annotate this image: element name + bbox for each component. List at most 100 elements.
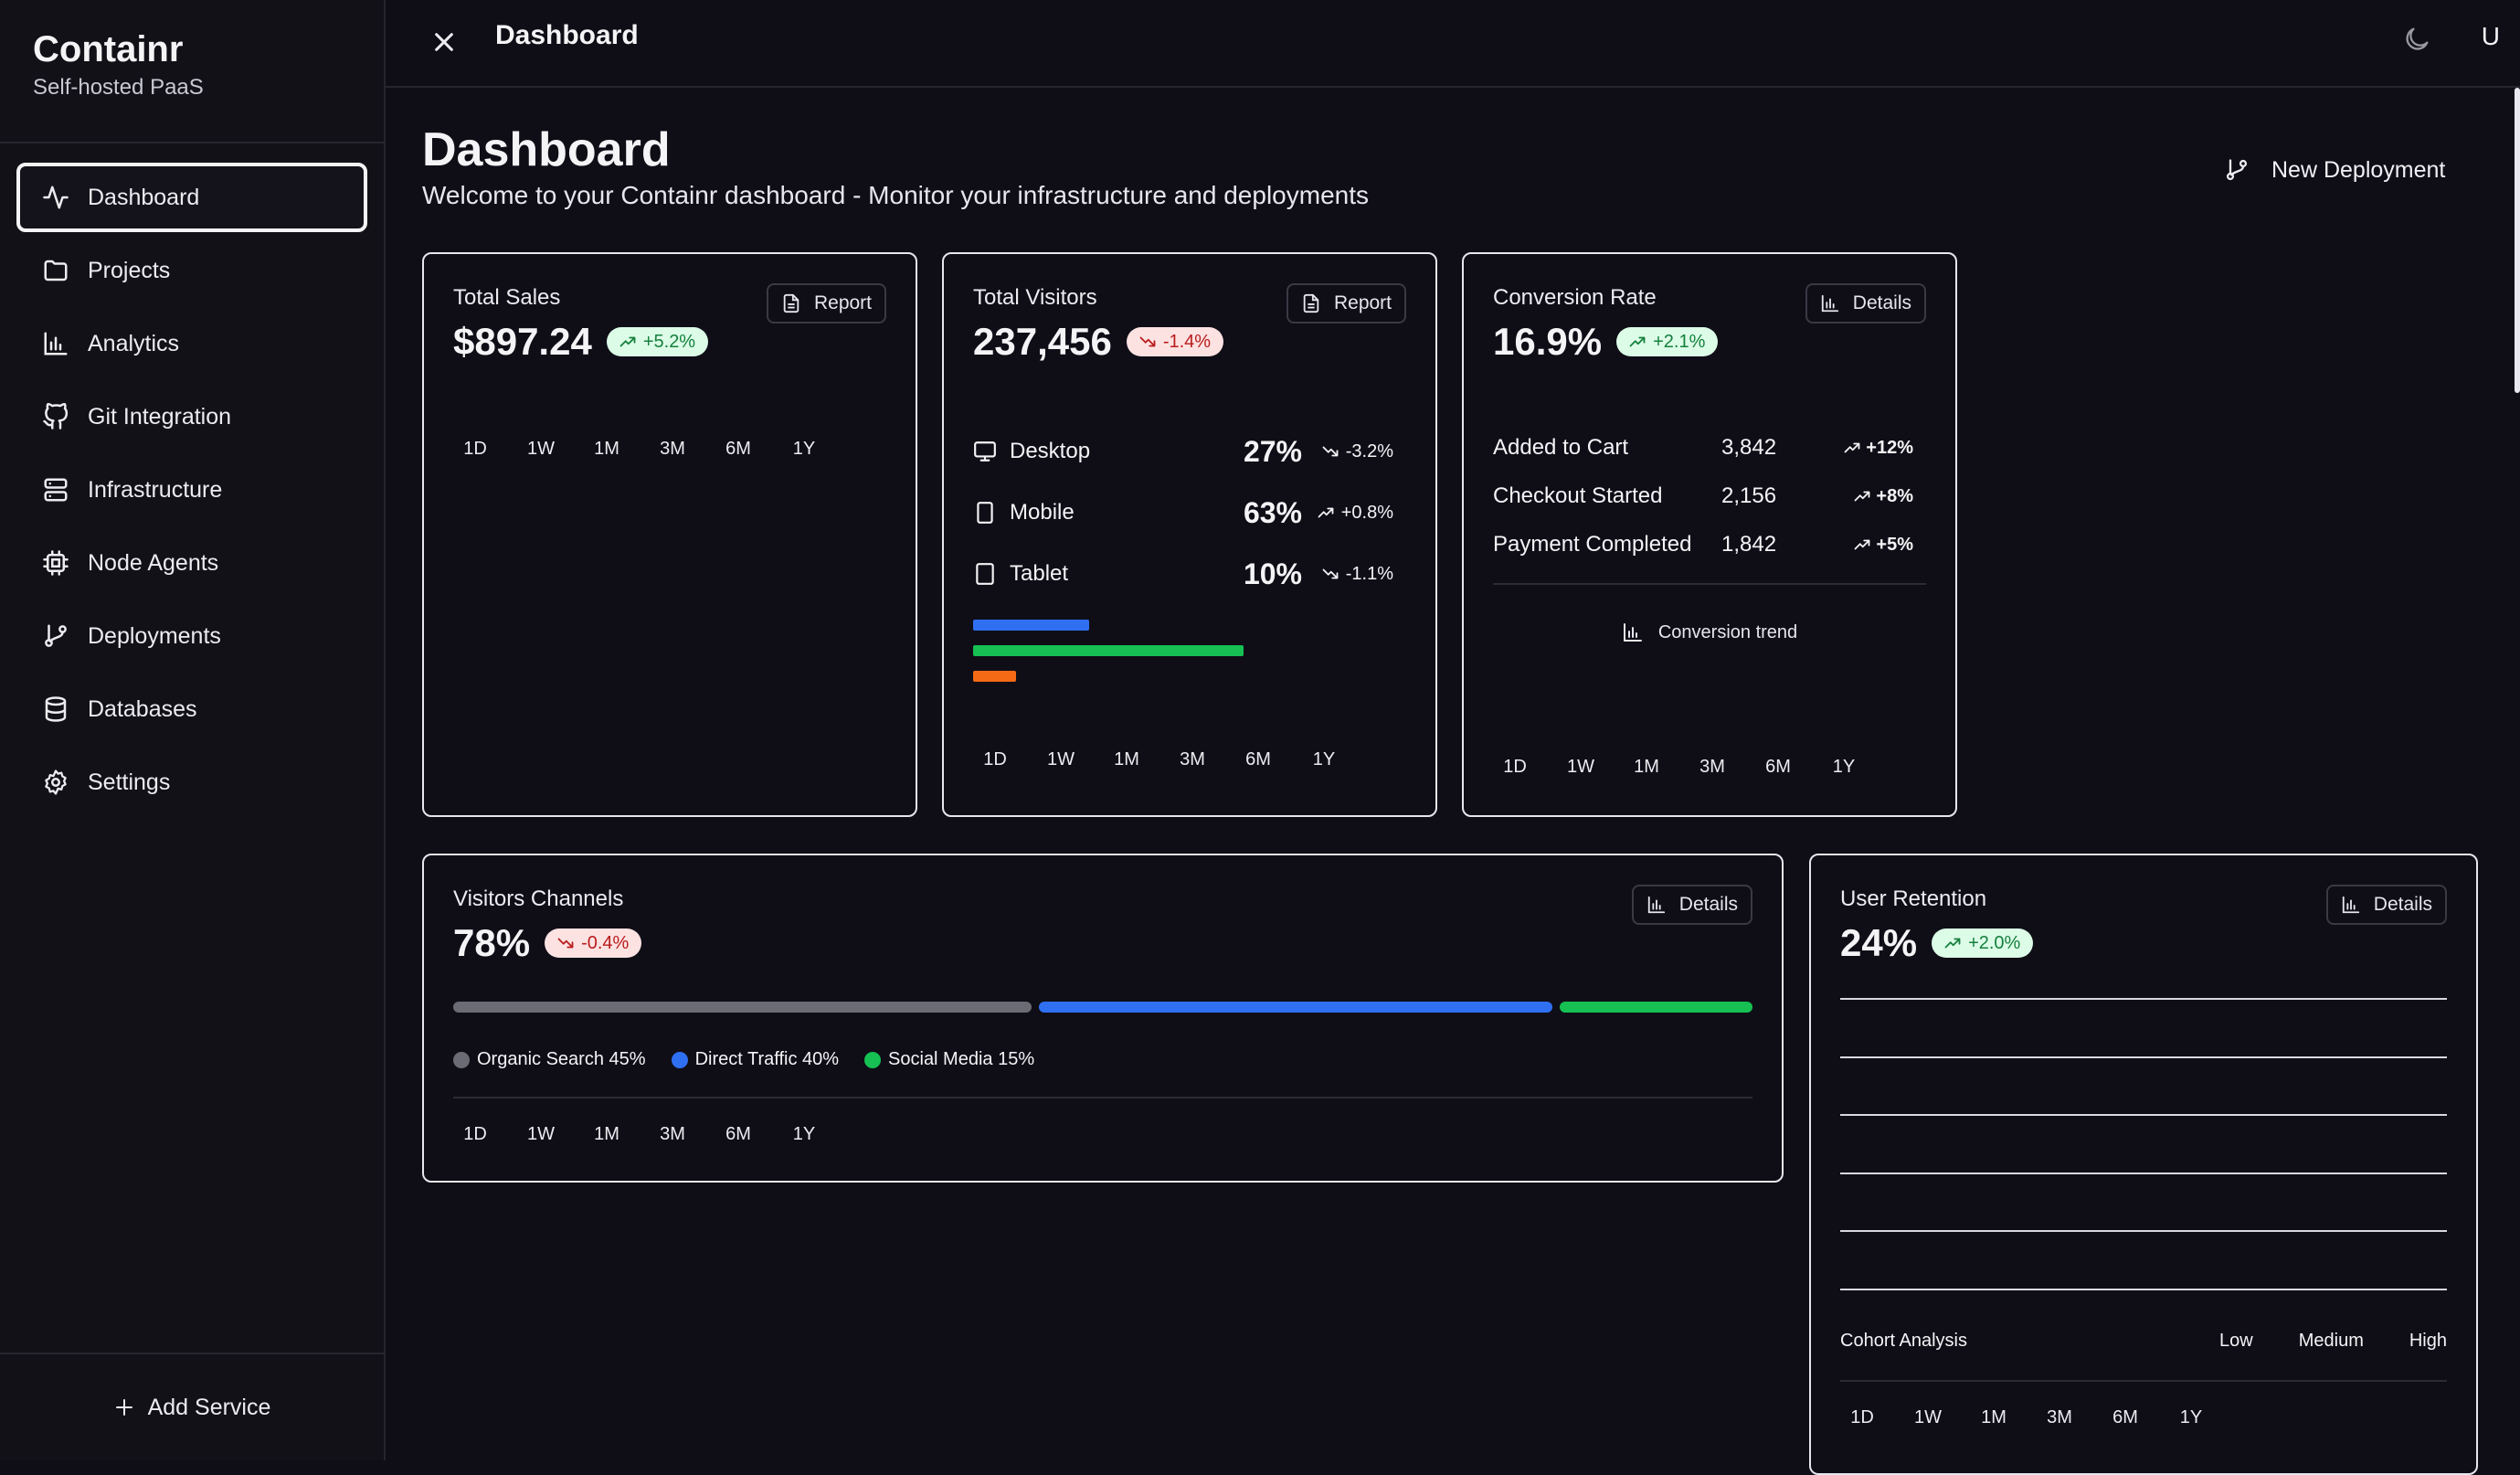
funnel-step-name: Added to Cart — [1493, 435, 1629, 460]
period-1w[interactable]: 1W — [527, 1124, 555, 1144]
legend-name: Direct Traffic — [694, 1049, 798, 1069]
sidebar-item-analytics[interactable]: Analytics — [16, 309, 367, 378]
add-service-label: Add Service — [147, 1394, 271, 1420]
trend-up-icon — [1854, 536, 1870, 553]
funnel-step-trend-value: +8% — [1876, 485, 1913, 506]
divider — [1840, 1380, 2447, 1382]
folder-icon — [42, 257, 69, 284]
card-value: 237,456 -1.4% — [973, 320, 1224, 364]
period-1m[interactable]: 1M — [594, 1124, 619, 1144]
change-value: -1.4% — [1162, 331, 1212, 352]
page-subtitle: Welcome to your Containr dashboard - Mon… — [422, 181, 1369, 209]
details-button[interactable]: Details — [1631, 885, 1752, 925]
period-1m[interactable]: 1M — [1114, 749, 1139, 769]
device-trend-value: -1.1% — [1345, 563, 1393, 584]
document-icon — [1301, 293, 1321, 313]
period-1y[interactable]: 1Y — [2179, 1407, 2203, 1427]
period-1d[interactable]: 1D — [1503, 757, 1527, 777]
sidebar-item-databases[interactable]: Databases — [16, 674, 367, 744]
close-icon[interactable] — [426, 24, 462, 60]
sidebar-item-node-agents[interactable]: Node Agents — [16, 528, 367, 598]
retention-grid-line — [1840, 998, 2447, 1000]
retention-grid-line — [1840, 1289, 2447, 1290]
period-1w[interactable]: 1W — [1047, 749, 1075, 769]
device-share-bar-tablet — [973, 671, 1016, 682]
cohort-level-low: Low — [2219, 1331, 2253, 1351]
document-icon — [781, 293, 801, 313]
details-button[interactable]: Details — [1805, 283, 1926, 324]
trend-up-icon — [1854, 488, 1870, 504]
period-1w[interactable]: 1W — [527, 439, 555, 459]
user-avatar[interactable]: U — [2481, 22, 2500, 50]
moon-icon[interactable] — [2401, 24, 2432, 55]
cohort-legend: Low Medium High — [2174, 1331, 2447, 1352]
conversion-trend-text: Conversion trend — [1657, 621, 1798, 642]
period-selector: 1D 1W 1M 3M 6M 1Y — [1482, 757, 1877, 778]
sidebar-item-deployments[interactable]: Deployments — [16, 601, 367, 671]
period-1y[interactable]: 1Y — [792, 439, 816, 459]
sidebar-item-dashboard[interactable]: Dashboard — [16, 163, 367, 232]
sidebar-nav: Dashboard Projects Analytics Git Integra… — [16, 163, 367, 821]
period-6m[interactable]: 6M — [2112, 1407, 2138, 1427]
change-badge: +5.2% — [606, 327, 709, 356]
period-1w[interactable]: 1W — [1567, 757, 1594, 777]
sidebar-item-projects[interactable]: Projects — [16, 236, 367, 305]
bar-chart-icon — [2341, 895, 2361, 915]
change-value: +2.0% — [1968, 932, 2021, 953]
period-1d[interactable]: 1D — [463, 1124, 487, 1144]
funnel-step-name: Payment Completed — [1493, 532, 1692, 557]
period-3m[interactable]: 3M — [2047, 1407, 2072, 1427]
channel-legend: Organic Search 45% Direct Traffic 40% So… — [453, 1049, 1060, 1070]
period-3m[interactable]: 3M — [1180, 749, 1205, 769]
conversion-trend-label: Conversion trend — [1464, 621, 1955, 643]
sidebar-item-git-integration[interactable]: Git Integration — [16, 382, 367, 451]
device-trend-value: -3.2% — [1345, 440, 1393, 462]
brand: Containr Self-hosted PaaS — [33, 27, 204, 101]
details-button[interactable]: Details — [2325, 885, 2447, 925]
scrollbar-thumb[interactable] — [2515, 88, 2520, 393]
details-button-label: Details — [1852, 292, 1911, 313]
sidebar-item-label: Infrastructure — [88, 476, 223, 503]
sidebar-item-settings[interactable]: Settings — [16, 748, 367, 817]
period-1y[interactable]: 1Y — [1312, 749, 1336, 769]
sidebar-divider — [0, 142, 384, 143]
period-6m[interactable]: 6M — [725, 439, 751, 459]
report-button[interactable]: Report — [766, 283, 886, 324]
total-sales-card: Total Sales $897.24 +5.2% Report 1D 1W 1… — [422, 252, 917, 817]
period-1d[interactable]: 1D — [983, 749, 1007, 769]
period-3m[interactable]: 3M — [1699, 757, 1725, 777]
period-1m[interactable]: 1M — [1634, 757, 1659, 777]
trend-up-icon — [1944, 935, 1961, 951]
period-6m[interactable]: 6M — [1245, 749, 1271, 769]
period-6m[interactable]: 6M — [1765, 757, 1791, 777]
device-share-bar-desktop — [973, 620, 1089, 631]
period-selector: 1D 1W 1M 3M 6M 1Y — [442, 439, 837, 460]
sidebar: Containr Self-hosted PaaS Dashboard Proj… — [0, 0, 386, 1460]
period-3m[interactable]: 3M — [660, 1124, 685, 1144]
period-1d[interactable]: 1D — [1850, 1407, 1874, 1427]
page-title: Dashboard — [422, 123, 671, 176]
period-6m[interactable]: 6M — [725, 1124, 751, 1144]
sidebar-item-infrastructure[interactable]: Infrastructure — [16, 455, 367, 525]
period-1m[interactable]: 1M — [1981, 1407, 2006, 1427]
monitor-icon — [973, 440, 997, 463]
period-1w[interactable]: 1W — [1914, 1407, 1942, 1427]
period-3m[interactable]: 3M — [660, 439, 685, 459]
new-deployment-button[interactable]: New Deployment — [2224, 150, 2445, 190]
period-1m[interactable]: 1M — [594, 439, 619, 459]
plus-icon — [115, 1399, 132, 1416]
add-service-button[interactable]: Add Service — [0, 1375, 384, 1439]
sidebar-item-label: Settings — [88, 769, 171, 795]
device-row-tablet: Tablet 10% -1.1% — [973, 556, 1393, 592]
cohort-level-high: High — [2409, 1331, 2447, 1351]
legend-name: Organic Search — [477, 1049, 604, 1069]
device-percent: 63% — [1243, 495, 1302, 529]
device-name: Desktop — [1010, 439, 1091, 463]
period-1d[interactable]: 1D — [463, 439, 487, 459]
period-1y[interactable]: 1Y — [1832, 757, 1856, 777]
funnel-step-trend-value: +12% — [1866, 437, 1913, 458]
period-1y[interactable]: 1Y — [792, 1124, 816, 1144]
report-button[interactable]: Report — [1286, 283, 1406, 324]
legend-item: Direct Traffic 40% — [671, 1049, 839, 1070]
period-selector: 1D 1W 1M 3M 6M 1Y — [442, 1124, 837, 1145]
